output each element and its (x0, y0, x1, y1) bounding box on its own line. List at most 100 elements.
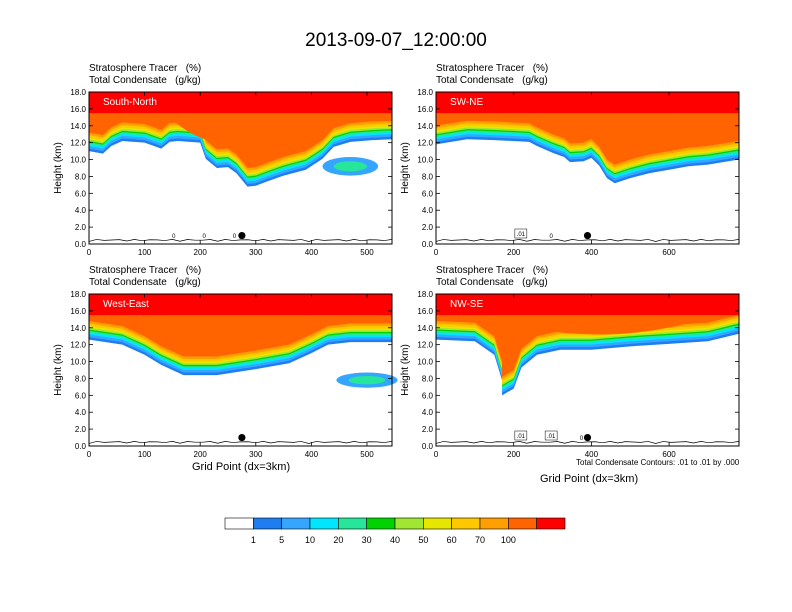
y-tick-label: 4.0 (422, 408, 434, 417)
plot-frame (88, 91, 393, 245)
contour-label: 0 (233, 234, 237, 240)
header-line-condensate: Total Condensate (g/kg) (436, 277, 548, 288)
colorbar-swatch (423, 517, 452, 530)
location-marker (238, 433, 246, 442)
y-tick-label: 2.0 (422, 425, 434, 434)
tracer-top-band (436, 294, 739, 316)
y-tick-label: 14.0 (417, 122, 433, 131)
x-tick-label: 200 (194, 450, 208, 459)
colorbar-label: 70 (475, 535, 485, 545)
x-tick-label: 500 (360, 450, 374, 459)
y-tick-label: 8.0 (75, 374, 87, 383)
header-line-condensate: Total Condensate (g/kg) (89, 75, 201, 86)
x-tick-label: 0 (87, 248, 92, 257)
tracer-blob-core (348, 375, 386, 385)
x-tick-label: 400 (305, 248, 319, 257)
colorbar-label: 10 (305, 535, 315, 545)
x-tick-label: 0 (87, 450, 92, 459)
y-axis-label: Height (km) (53, 142, 64, 194)
y-tick-label: 0.0 (422, 442, 434, 451)
colorbar-label: 5 (279, 535, 284, 545)
panel-label: SW-NE (450, 97, 483, 108)
y-tick-label: 8.0 (422, 172, 434, 181)
tracer-blob-core (333, 161, 367, 172)
colorbar-swatch (253, 517, 282, 530)
tracer-core (166, 114, 281, 143)
y-tick-label: 12.0 (417, 139, 433, 148)
y-tick-label: 4.0 (75, 206, 87, 215)
y-tick-label: 0.0 (75, 240, 87, 249)
x-axis-label-3: Grid Point (dx=3km) (192, 461, 291, 473)
colorbar-swatch (394, 517, 424, 530)
y-tick-label: 4.0 (422, 206, 434, 215)
y-tick-label: 8.0 (422, 374, 434, 383)
panel-header-3: Stratosphere Tracer (%) Total Condensate … (89, 265, 201, 289)
chart-panel-2: 0.0 2.0 4.0 6.0 8.0 10.0 12.0 14.0 16.0 18.0 0 200 4… (400, 88, 740, 257)
y-tick-label: 4.0 (75, 408, 87, 417)
contour-label: 0 (202, 234, 206, 240)
y-tick-label: 6.0 (75, 391, 87, 400)
header-line-condensate: Total Condensate (g/kg) (436, 75, 548, 86)
chart-panel-1: 0.0 2.0 4.0 6.0 8.0 10.0 12.0 14.0 16.0 18.0 0 100 2… (53, 88, 393, 257)
y-tick-label: 14.0 (70, 122, 86, 131)
y-tick-label: 2.0 (75, 223, 87, 232)
x-tick-label: 400 (305, 450, 319, 459)
colorbar-swatch (508, 517, 537, 530)
x-tick-label: 0 (434, 450, 439, 459)
y-tick-label: 0.0 (422, 240, 434, 249)
colorbar-label: 100 (501, 535, 516, 545)
y-tick-label: 18.0 (70, 88, 86, 97)
tracer-top-band (89, 92, 392, 114)
colorbar-swatch (479, 517, 509, 530)
panel-label: NW-SE (450, 299, 483, 310)
plot-frame (435, 293, 740, 447)
contour-label: .01 (547, 434, 556, 440)
x-tick-label: 400 (585, 450, 599, 459)
y-tick-label: 16.0 (70, 307, 86, 316)
colorbar: 1 5 10 20 30 40 50 60 70 100 (224, 517, 566, 545)
colorbar-swatch (338, 517, 367, 530)
y-tick-label: 12.0 (417, 341, 433, 350)
contour-label-box (514, 430, 528, 441)
plot-frame (88, 293, 393, 447)
y-tick-label: 16.0 (417, 307, 433, 316)
y-tick-label: 16.0 (417, 105, 433, 114)
y-tick-label: 10.0 (417, 358, 433, 367)
y-tick-label: 2.0 (422, 223, 434, 232)
contour-label: 0 (549, 234, 553, 240)
x-axis-label-4: Grid Point (dx=3km) (540, 473, 639, 485)
contour-label: 0 (580, 436, 584, 442)
colorbar-label: 30 (362, 535, 372, 545)
panel-label: West-East (103, 299, 149, 310)
colorbar-swatch (536, 517, 566, 530)
contour-label: .01 (517, 232, 526, 238)
y-tick-label: 6.0 (422, 391, 434, 400)
x-tick-label: 200 (507, 450, 521, 459)
terrain-line (88, 441, 393, 444)
colorbar-swatch (451, 517, 481, 530)
y-tick-label: 14.0 (417, 324, 433, 333)
tracer-core (537, 114, 685, 141)
y-axis-label: Height (km) (400, 344, 411, 396)
terrain-line (88, 239, 393, 242)
y-tick-label: 0.0 (75, 442, 87, 451)
y-tick-label: 12.0 (70, 139, 86, 148)
header-line-tracer: Stratosphere Tracer (%) (436, 63, 549, 74)
x-tick-label: 0 (434, 248, 439, 257)
y-tick-label: 18.0 (417, 88, 433, 97)
header-line-condensate: Total Condensate (g/kg) (89, 277, 201, 288)
y-tick-label: 10.0 (70, 358, 86, 367)
location-marker (583, 231, 592, 240)
y-tick-label: 10.0 (70, 156, 86, 165)
x-tick-label: 200 (194, 248, 208, 257)
colorbar-label: 40 (390, 535, 400, 545)
y-tick-label: 12.0 (70, 341, 86, 350)
terrain-line (435, 441, 740, 444)
colorbar-label: 60 (447, 535, 457, 545)
panel-header-4: Stratosphere Tracer (%) Total Condensate … (436, 265, 548, 289)
header-line-tracer: Stratosphere Tracer (%) (89, 265, 202, 276)
chart-panel-3: 0.0 2.0 4.0 6.0 8.0 10.0 12.0 14.0 16.0 18.0 0 100 2… (53, 290, 398, 459)
y-tick-label: 8.0 (75, 172, 87, 181)
y-tick-label: 18.0 (417, 290, 433, 299)
